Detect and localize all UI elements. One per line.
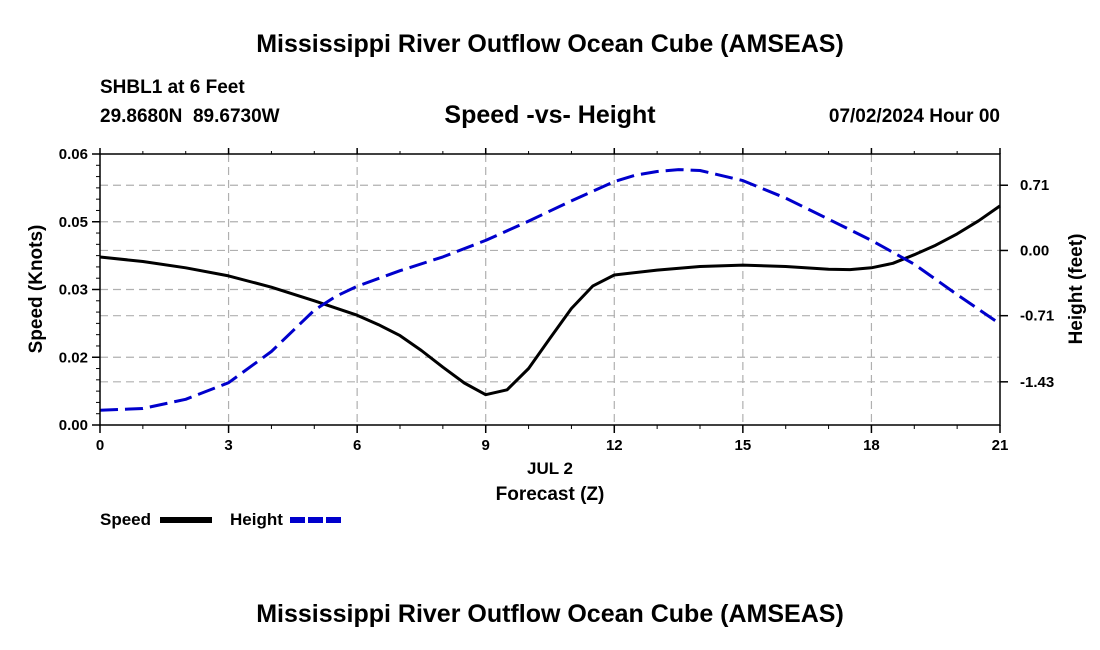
x-tick-label: 3	[224, 437, 232, 454]
x-tick-label: 9	[482, 437, 490, 454]
legend: Speed Height	[100, 510, 342, 529]
chart-title: Speed -vs- Height	[444, 101, 656, 129]
x-tick-label: 12	[606, 437, 623, 454]
footer-title: Mississippi River Outflow Ocean Cube (AM…	[256, 600, 844, 628]
height-series-line	[99, 168, 1001, 412]
legend-height-label: Height	[230, 510, 283, 529]
y-tick-label: 0.02	[59, 349, 88, 366]
forecast-datetime: 07/02/2024 Hour 00	[828, 106, 1000, 127]
speed-series-line	[99, 204, 1001, 397]
x-tick-label: 21	[992, 437, 1009, 454]
y2-tick-label: 0.71	[1020, 177, 1049, 194]
legend-speed-label: Speed	[100, 510, 151, 529]
x-date-label: JUL 2	[527, 459, 573, 478]
y-axis-label: Speed (Knots)	[26, 225, 47, 354]
x-tick-label: 15	[735, 437, 752, 454]
station-label: SHBL1 at 6 Feet	[100, 77, 245, 98]
y-tick-label: 0.03	[59, 282, 88, 299]
page-title: Mississippi River Outflow Ocean Cube (AM…	[256, 30, 844, 58]
y2-axis-label: Height (feet)	[1066, 234, 1087, 345]
x-tick-label: 6	[353, 437, 361, 454]
y2-tick-label: 0.00	[1020, 242, 1049, 259]
x-axis-label: Forecast (Z)	[496, 484, 605, 505]
coordinates-label: 29.8680N 89.6730W	[100, 106, 280, 127]
x-tick-label: 0	[96, 437, 104, 454]
y2-tick-label: -1.43	[1020, 374, 1054, 391]
y-tick-label: 0.00	[59, 417, 88, 434]
y-tick-label: 0.05	[59, 214, 88, 231]
y-tick-label: 0.06	[59, 146, 88, 163]
y2-tick-label: -0.71	[1020, 308, 1054, 325]
x-tick-label: 18	[863, 437, 880, 454]
